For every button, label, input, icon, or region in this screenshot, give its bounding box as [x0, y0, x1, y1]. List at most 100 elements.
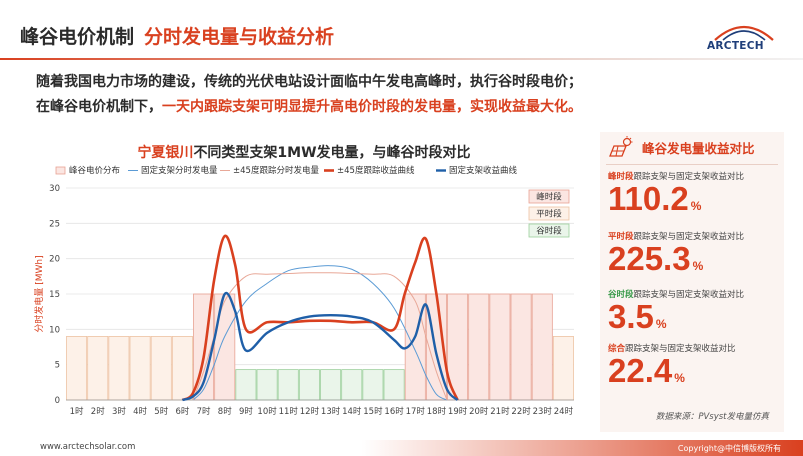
- metric-label: 综合跟踪支架与固定支架收益对比: [608, 342, 784, 354]
- price-bar: [108, 335, 130, 401]
- x-tick-label: 6时: [175, 406, 189, 417]
- metric-desc: 跟踪支架与固定支架收益对比: [633, 232, 745, 242]
- y-tick-label: 10: [49, 325, 60, 335]
- metric-unit: %: [655, 317, 667, 331]
- metric-desc: 跟踪支架与固定支架收益对比: [633, 290, 745, 300]
- legend-label: 固定支架分时发电量: [141, 165, 218, 176]
- price-bar: [129, 335, 151, 401]
- intro-line-2-prefix: 在峰谷电价机制下，: [36, 99, 162, 115]
- price-bar: [171, 335, 193, 401]
- legend-label: ±45度跟踪收益曲线: [337, 165, 415, 176]
- metric-tag: 峰时段: [608, 172, 634, 182]
- x-tick-label: 9时: [239, 406, 253, 417]
- price-bar: [341, 369, 363, 401]
- x-tick-label: 11时: [279, 406, 299, 417]
- chart-svg: 0 5 10 15 20 25 30 分时发电量 [MWh] 1时 2时 3时 4时 5时 6时 7时 8时 9…: [33, 165, 574, 417]
- price-bar: [256, 369, 278, 401]
- metric-unit: %: [690, 199, 702, 213]
- price-bar: [552, 335, 574, 401]
- chart-title-location: 宁夏银川: [137, 145, 194, 161]
- series-line-2: [181, 234, 459, 402]
- metric-value: 225.3%: [608, 242, 784, 283]
- x-tick-label: 7时: [197, 406, 211, 417]
- price-bar: [362, 369, 384, 401]
- x-tick-label: 21时: [490, 406, 510, 417]
- metric-label: 谷时段跟踪支架与固定支架收益对比: [608, 288, 784, 300]
- x-tick-label: 14时: [342, 406, 362, 417]
- period-legend-label: 峰时段: [536, 192, 562, 203]
- x-tick-label: 1时: [70, 406, 84, 417]
- intro-line-2-highlight: 一天内跟踪支架可明显提升高电价时段的发电量，实现收益最大化。: [162, 99, 582, 115]
- period-legend-label: 平时段: [536, 209, 562, 220]
- x-tick-label: 10时: [257, 406, 277, 417]
- price-bar: [277, 369, 299, 401]
- footer-website: www.arctechsolar.com: [40, 442, 136, 452]
- logo-text: ARCTECH: [707, 40, 764, 52]
- x-tick-label: 20时: [469, 406, 489, 417]
- metric-flat: 平时段跟踪支架与固定支架收益对比 225.3%: [608, 230, 784, 283]
- arctech-logo: ARCTECH: [707, 20, 781, 52]
- metric-value: 22.4%: [608, 354, 784, 395]
- metric-value: 3.5%: [608, 300, 784, 341]
- y-tick-label: 20: [49, 255, 60, 265]
- price-bar: [87, 335, 109, 401]
- panel-title: 峰谷发电量收益对比: [642, 140, 755, 156]
- y-tick-label: 30: [49, 184, 60, 194]
- panel-divider: [606, 164, 778, 165]
- metric-tag: 综合: [608, 344, 626, 354]
- period-legend-box: [528, 223, 570, 238]
- logo-arc-icon: [714, 26, 774, 41]
- metric-desc: 跟踪支架与固定支架收益对比: [633, 172, 745, 182]
- x-tick-label: 5时: [154, 406, 168, 417]
- metric-tag: 平时段: [608, 232, 634, 242]
- footer: www.arctechsolar.com Copyright@中信博版权所有: [0, 440, 803, 456]
- y-tick-label: 0: [55, 396, 60, 406]
- metric-tag: 谷时段: [608, 290, 634, 300]
- price-bar: [468, 293, 490, 401]
- x-tick-label: 13时: [321, 406, 341, 417]
- y-tick-label: 5: [55, 361, 60, 371]
- data-source: 数据来源：PVsyst发电量仿真: [655, 412, 769, 422]
- x-tick-label: 19时: [448, 406, 468, 417]
- panel-header: 峰谷发电量收益对比: [600, 132, 784, 162]
- chart-container: 宁夏银川不同类型支架1MW发电量，与峰谷时段对比 0 5 10 15 20 25 30 分时发…: [26, 132, 582, 432]
- metric-valley: 谷时段跟踪支架与固定支架收益对比 3.5%: [608, 288, 784, 341]
- x-tick-label: 22时: [511, 406, 531, 417]
- legend-label: 峰谷电价分布: [69, 165, 120, 176]
- price-bar: [150, 335, 172, 401]
- title-main: 峰谷电价机制: [20, 25, 135, 48]
- price-bar: [489, 293, 511, 401]
- series-line-3: [182, 291, 459, 402]
- price-bar: [531, 293, 553, 401]
- solar-panel-icon: [609, 136, 633, 157]
- x-tick-label: 8时: [218, 406, 232, 417]
- y-tick-label: 25: [49, 219, 60, 229]
- price-bar: [383, 369, 405, 401]
- metric-value: 110.2%: [608, 182, 784, 223]
- x-tick-label: 17时: [406, 406, 426, 417]
- price-bar: [214, 293, 236, 401]
- price-bar: [235, 369, 257, 401]
- chart-title-rest: 不同类型支架1MW发电量，与峰谷时段对比: [193, 145, 471, 161]
- x-tick-label: 16时: [384, 406, 404, 417]
- x-tick-label: 4时: [133, 406, 147, 417]
- y-axis-label: 分时发电量 [MWh]: [33, 255, 45, 332]
- intro-line-1: 随着我国电力市场的建设，传统的光伏电站设计面临中午发电高峰时，执行谷时段电价；: [36, 74, 582, 90]
- metric-number: 225.3: [608, 240, 691, 277]
- metric-unit: %: [692, 259, 704, 273]
- legend-label: 固定支架收益曲线: [449, 165, 518, 176]
- intro-text: 随着我国电力市场的建设，传统的光伏电站设计面临中午发电高峰时，执行谷时段电价； …: [36, 70, 776, 120]
- metric-overall: 综合跟踪支架与固定支架收益对比 22.4%: [608, 342, 784, 395]
- chart-title: 宁夏银川不同类型支架1MW发电量，与峰谷时段对比: [26, 142, 582, 162]
- x-tick-label: 12时: [300, 406, 320, 417]
- series-line-0: [192, 265, 448, 401]
- x-tick-label: 18时: [427, 406, 447, 417]
- x-tick-label: 23时: [533, 406, 553, 417]
- x-tick-label: 2时: [91, 406, 105, 417]
- title-sub: 分时发电量与收益分析: [144, 25, 335, 48]
- x-tick-label: 24时: [554, 406, 574, 417]
- metric-number: 22.4: [608, 352, 673, 389]
- period-legend-box: [528, 206, 570, 221]
- footer-copyright: Copyright@中信博版权所有: [677, 444, 781, 453]
- x-tick-label: 3时: [112, 406, 126, 417]
